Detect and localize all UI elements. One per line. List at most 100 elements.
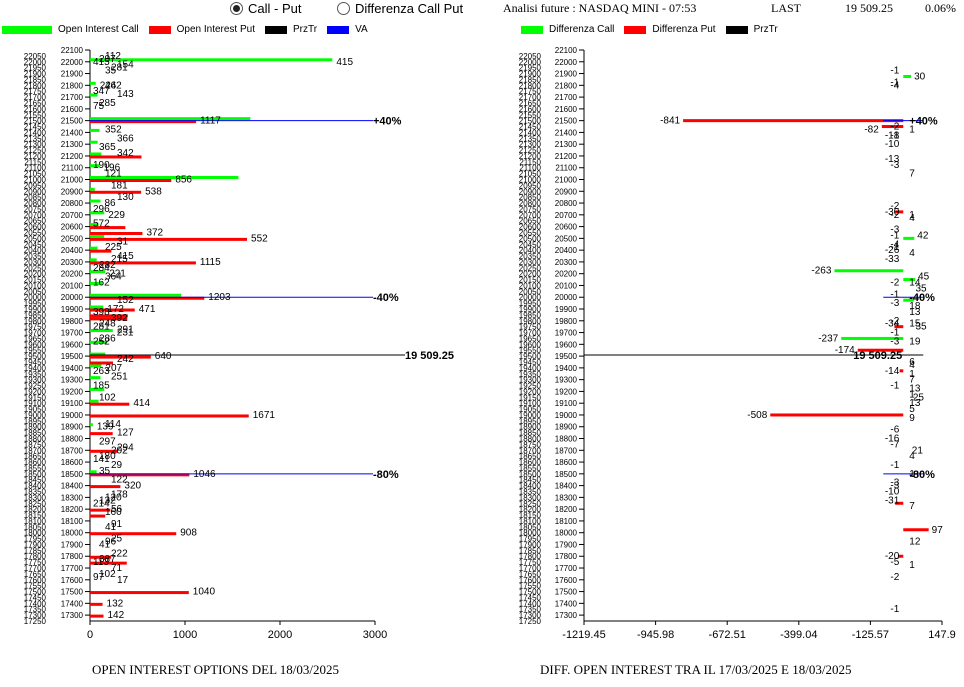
right-value-label: 9 (909, 413, 915, 424)
right-value-label: 7 (909, 169, 915, 180)
left-y-tick-label: 18850 (24, 429, 47, 438)
right-bar-put (899, 369, 904, 373)
right-value-label: -508 (747, 410, 767, 421)
right-y-tick-label: 20400 (519, 246, 542, 255)
left-y-inner-tick-label: 19400 (61, 364, 84, 373)
right-value-label: -2 (890, 316, 899, 327)
left-value-label: 35 (99, 466, 111, 477)
right-value-label: 4 (909, 248, 915, 259)
left-y-tick-label: 17300 (24, 611, 47, 620)
left-bar-call (90, 81, 96, 85)
right-value-label: -7 (890, 439, 899, 450)
right-y-inner-tick-label: 20700 (555, 211, 578, 220)
left-y-inner-tick-label: 20200 (61, 270, 84, 279)
left-y-inner-tick-label: 17600 (61, 576, 84, 585)
left-value-label: 180 (99, 451, 116, 462)
left-y-tick-label: 21600 (24, 105, 47, 114)
right-value-label: 19 (909, 336, 921, 347)
left-value-label: 1117 (200, 116, 221, 127)
radio-differenza[interactable]: Differenza Call Put (337, 1, 463, 16)
left-y-tick-label: 21250 (24, 146, 47, 155)
left-y-tick-label: 19550 (24, 346, 47, 355)
left-y-inner-tick-label: 17400 (61, 599, 84, 608)
left-bar-put (90, 561, 127, 565)
right-value-label: -3 (890, 225, 899, 236)
left-y-tick-label: 20450 (24, 240, 47, 249)
right-y-tick-label: 17450 (519, 593, 542, 602)
right-y-tick-label: 17400 (519, 599, 542, 608)
left-y-tick-label: 17650 (24, 570, 47, 579)
left-value-label: 285 (99, 98, 116, 109)
right-y-inner-tick-label: 18200 (555, 505, 578, 514)
right-y-inner-tick-label: 21100 (555, 164, 577, 173)
right-value-label: -1 (890, 381, 899, 392)
left-value-label: 152 (117, 295, 134, 306)
left-bar-call (90, 187, 95, 191)
right-y-inner-tick-label: 18900 (555, 423, 578, 432)
left-value-label: 160 (105, 507, 122, 518)
left-bar-call (90, 234, 105, 238)
right-y-tick-label: 20250 (519, 264, 542, 273)
right-y-inner-tick-label: 20500 (555, 234, 578, 243)
right-value-label: -13 (885, 154, 900, 165)
left-value-label: 31 (117, 236, 129, 247)
left-bar-put (90, 261, 196, 265)
right-value-label: -6 (890, 425, 899, 436)
right-y-tick-label: 21500 (519, 117, 542, 126)
left-y-tick-label: 18200 (24, 505, 47, 514)
left-y-tick-label: 18050 (24, 523, 47, 532)
right-value-label: -10 (885, 486, 900, 497)
left-value-label: 29 (111, 460, 123, 471)
left-y-inner-tick-label: 19500 (61, 352, 84, 361)
left-y-tick-label: 19100 (24, 399, 47, 408)
left-bar-call (90, 199, 101, 203)
left-y-tick-label: 21850 (24, 75, 47, 84)
radio-call-put[interactable]: Call - Put (230, 1, 301, 16)
left-caption: OPEN INTEREST OPTIONS DEL 18/03/2025 (92, 662, 339, 677)
left-value-label: 102 (99, 569, 116, 580)
left-value-label: 320 (124, 481, 141, 492)
right-y-tick-label: 20200 (519, 270, 542, 279)
left-bar-put (90, 532, 177, 536)
left-bar-put (90, 361, 113, 365)
right-value-label: 13 (909, 383, 921, 394)
right-y-tick-label: 21350 (519, 134, 542, 143)
right-y-inner-tick-label: 21400 (555, 128, 578, 137)
left-bar-put (90, 308, 135, 312)
left-y-tick-label: 20600 (24, 223, 47, 232)
right-value-label: -2 (890, 201, 899, 212)
left-y-inner-tick-label: 20300 (61, 258, 84, 267)
right-y-tick-label: 20050 (519, 287, 542, 296)
left-y-tick-label: 21900 (24, 70, 47, 79)
left-value-label: 141 (93, 454, 110, 465)
left-y-tick-label: 20200 (24, 270, 47, 279)
left-value-label: 398 (93, 307, 110, 318)
left-bar-call (90, 352, 106, 356)
left-y-inner-tick-label: 18500 (61, 470, 84, 479)
right-bar-call (903, 298, 914, 302)
left-value-label: 364 (105, 272, 122, 283)
left-y-inner-tick-label: 20600 (61, 223, 84, 232)
left-value-label: 17 (117, 575, 129, 586)
right-y-inner-tick-label: 20000 (555, 293, 578, 302)
left-value-label: 130 (117, 192, 134, 203)
left-value-label: 286 (99, 333, 116, 344)
left-y-inner-tick-label: 20100 (61, 281, 84, 290)
left-value-label: 342 (117, 148, 134, 159)
right-value-label: 45 (918, 272, 930, 283)
left-x-tick-label: 3000 (363, 629, 387, 641)
left-value-label: 71 (111, 563, 123, 574)
right-y-inner-tick-label: 21300 (555, 140, 578, 149)
left-y-tick-label: 20400 (24, 246, 47, 255)
right-value-label: -30 (885, 207, 900, 218)
right-y-inner-tick-label: 17300 (555, 611, 578, 620)
left-value-label: 387 (99, 554, 116, 565)
left-y-tick-label: 17250 (24, 617, 47, 626)
left-y-inner-tick-label: 21100 (61, 164, 83, 173)
left-y-tick-label: 20650 (24, 217, 47, 226)
left-value-label: 96 (105, 537, 117, 548)
left-bar-put (90, 602, 103, 606)
left-y-inner-tick-label: 21000 (61, 176, 84, 185)
left-y-tick-label: 17900 (24, 540, 47, 549)
